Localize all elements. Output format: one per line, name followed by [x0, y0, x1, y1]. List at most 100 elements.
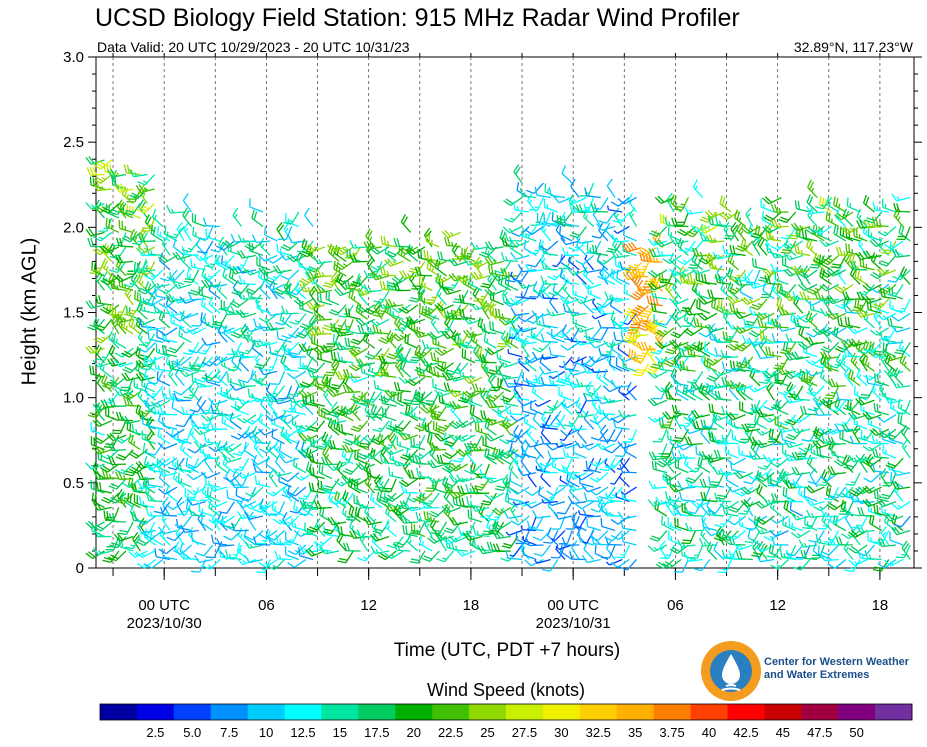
wind-barb: [150, 209, 168, 226]
colorbar-label: 35: [628, 725, 642, 740]
wind-barb: [562, 448, 580, 458]
colorbar-label: 15: [333, 725, 347, 740]
wind-barb: [267, 265, 284, 283]
wind-barb: [410, 432, 425, 451]
colorbar-swatch: [248, 704, 285, 720]
wind-barb: [792, 262, 810, 274]
x-tick-label: 00 UTC: [547, 597, 599, 614]
wind-barb: [495, 350, 514, 363]
colorbar-swatch: [358, 704, 395, 720]
colorbar-label: 2.5: [146, 725, 164, 740]
wind-barb: [343, 369, 360, 377]
wind-barb: [880, 444, 899, 458]
wind-barb: [533, 336, 551, 353]
wind-barb: [332, 245, 351, 261]
colorbar-label: 30: [554, 725, 568, 740]
wind-barb: [234, 469, 248, 488]
wind-barb: [254, 476, 272, 488]
wind-barb: [281, 264, 299, 282]
wind-barb: [857, 507, 874, 516]
wind-barb: [117, 220, 136, 232]
wind-barb: [173, 380, 191, 397]
y-tick-label: 1.0: [63, 390, 84, 407]
wind-barb: [225, 490, 243, 502]
colorbar-swatch: [875, 704, 912, 720]
wind-barb: [635, 259, 649, 278]
wind-barb: [507, 349, 523, 357]
wind-barb: [548, 346, 566, 356]
wind-barb: [108, 442, 126, 451]
wind-barb: [648, 393, 667, 407]
colorbar-label: 3.75: [659, 725, 684, 740]
wind-barb: [675, 209, 688, 228]
wind-barb: [560, 397, 578, 415]
wind-barb: [621, 227, 640, 241]
wind-barb: [779, 207, 796, 225]
wind-barb: [781, 487, 800, 502]
wind-barb: [532, 306, 551, 319]
wind-barb: [176, 327, 195, 342]
wind-barb: [442, 500, 461, 513]
wind-barb: [863, 437, 882, 453]
wind-barb: [176, 473, 195, 487]
wind-barb: [785, 409, 802, 427]
wind-barb: [343, 543, 360, 551]
wind-barb: [252, 233, 270, 243]
wind-barb: [599, 518, 618, 531]
wind-barb: [693, 247, 710, 256]
wind-barb: [806, 180, 823, 198]
wind-barb: [671, 405, 689, 415]
wind-barb: [527, 521, 545, 531]
wind-barb: [284, 382, 298, 401]
wind-barb: [836, 247, 853, 256]
wind-barb: [449, 414, 468, 430]
wind-barb: [798, 335, 817, 350]
colorbar-label: 20: [406, 725, 420, 740]
wind-barb: [247, 199, 266, 212]
wind-barb: [551, 513, 565, 532]
wind-barb: [706, 233, 724, 243]
wind-barb: [884, 552, 903, 567]
wind-barb: [234, 454, 249, 473]
wind-barb: [526, 178, 543, 196]
wind-barb: [888, 266, 903, 285]
colorbar-label: 22.5: [438, 725, 463, 740]
wind-barb: [898, 354, 916, 371]
wind-barb: [314, 253, 332, 263]
wind-barb: [837, 410, 853, 428]
wind-barb: [653, 426, 667, 445]
wind-barb: [275, 222, 291, 241]
wind-barb: [400, 514, 418, 523]
wind-barb: [123, 165, 141, 175]
colorbar-swatch: [691, 704, 728, 720]
wind-barb: [525, 552, 544, 567]
wind-barb: [684, 321, 703, 337]
wind-barb: [863, 365, 881, 382]
wind-barb: [203, 434, 221, 444]
wind-barb: [771, 204, 788, 212]
wind-barb: [618, 407, 636, 418]
wind-barb: [806, 322, 824, 339]
wind-barb: [801, 367, 817, 386]
wind-barb: [282, 361, 300, 371]
wind-barb: [873, 555, 889, 574]
wind-barb: [617, 456, 629, 471]
wind-barb: [598, 405, 616, 414]
wind-barb: [657, 247, 674, 255]
wind-barb: [547, 322, 565, 339]
wind-barb: [249, 210, 267, 227]
wind-barb: [453, 287, 468, 306]
y-tick-label: 2.0: [63, 219, 84, 236]
wind-barb: [570, 314, 589, 327]
wind-barb: [535, 397, 551, 407]
wind-barb: [480, 469, 498, 478]
wind-barb: [612, 378, 630, 388]
wind-barb: [618, 436, 637, 449]
wind-barb: [145, 320, 163, 331]
wind-barb: [706, 320, 725, 333]
wind-barb: [798, 277, 817, 292]
wind-barb: [679, 492, 697, 502]
y-tick-label: 2.5: [63, 134, 84, 151]
wind-barb: [504, 191, 523, 207]
wind-barb: [899, 267, 916, 285]
